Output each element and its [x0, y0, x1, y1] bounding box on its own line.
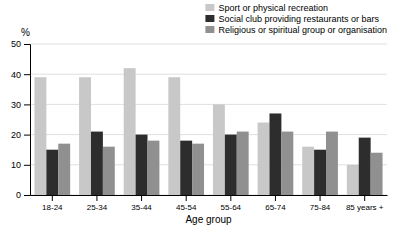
legend-item: Religious or spiritual group or organisa…: [205, 25, 387, 35]
bars: [34, 68, 382, 195]
y-tick: 10: [11, 160, 30, 170]
bar: [359, 138, 371, 195]
x-tick-label: 75-84: [310, 203, 331, 212]
y-axis: 0 10 20 30 40 50: [11, 39, 31, 200]
x-axis-title: Age group: [185, 214, 232, 225]
x-tick: 25-34: [87, 195, 108, 212]
bar: [148, 141, 160, 195]
legend-item: Sport or physical recreation: [205, 3, 328, 13]
y-tick-mark: [24, 44, 30, 45]
y-tick-mark: [24, 195, 30, 196]
bar-series: [58, 132, 382, 195]
x-tick-mark: [230, 195, 231, 201]
y-tick-label: 40: [11, 70, 21, 80]
bar: [269, 113, 281, 195]
x-tick: 85 years +: [346, 195, 384, 212]
x-tick-label: 85 years +: [346, 203, 384, 212]
x-tick-label: 55-64: [221, 203, 242, 212]
bar: [258, 123, 270, 195]
x-tick-mark: [96, 195, 97, 201]
x-tick: 18-24: [42, 195, 63, 212]
plot-area: 18-24 25-34 35-44 45-54 55-64 65-74 75-84 85 ye…: [11, 39, 388, 211]
x-tick-label: 35-44: [131, 203, 152, 212]
y-tick-label: 10: [11, 160, 21, 170]
bar: [192, 144, 204, 195]
bar: [124, 68, 136, 195]
x-tick-label: 45-54: [176, 203, 197, 212]
x-tick: 55-64: [221, 195, 242, 212]
y-axis-line: [24, 45, 31, 196]
legend-item: Social club providing restaurants or bar…: [205, 14, 379, 24]
bar: [46, 150, 58, 195]
legend-swatch: [205, 4, 214, 11]
x-tick-label: 18-24: [42, 203, 63, 212]
y-tick: 30: [11, 100, 30, 110]
x-tick: 45-54: [176, 195, 197, 212]
y-tick-label: 0: [16, 190, 21, 200]
chart-container: 18-24 25-34 35-44 45-54 55-64 65-74 75-84 85 ye…: [0, 0, 397, 227]
legend-swatch: [205, 26, 214, 33]
bar: [347, 165, 359, 195]
bar: [180, 141, 192, 195]
bar: [213, 104, 225, 195]
x-tick: 35-44: [131, 195, 152, 212]
x-tick-mark: [275, 195, 276, 201]
y-tick-label: 30: [11, 100, 21, 110]
y-tick: 50: [11, 39, 30, 49]
x-axis: 18-24 25-34 35-44 45-54 55-64 65-74 75-84 85 ye…: [31, 195, 388, 212]
y-axis-title: %: [21, 27, 30, 38]
x-tick-mark: [186, 195, 187, 201]
x-tick-mark: [52, 195, 53, 201]
bar: [79, 77, 91, 195]
bar: [58, 144, 70, 195]
x-tick-mark: [364, 195, 365, 201]
y-tick-mark: [24, 135, 30, 136]
legend-label: Social club providing restaurants or bar…: [218, 14, 379, 24]
bar: [103, 147, 115, 195]
x-tick-label: 25-34: [87, 203, 108, 212]
y-tick-mark: [24, 104, 30, 105]
y-tick: 40: [11, 70, 30, 80]
grid-line: [30, 44, 387, 45]
y-tick-mark: [24, 74, 30, 75]
legend-label: Religious or spiritual group or organisa…: [218, 25, 387, 35]
x-tick-mark: [320, 195, 321, 201]
grid: [30, 44, 387, 195]
x-axis-line: [31, 195, 388, 196]
bar: [314, 150, 326, 195]
bar: [281, 132, 293, 195]
y-tick-label: 50: [11, 39, 21, 49]
y-tick: 20: [11, 130, 30, 140]
x-tick-label: 65-74: [265, 203, 286, 212]
bar: [136, 135, 148, 195]
bar-series: [34, 68, 358, 195]
legend-swatch: [205, 15, 214, 22]
chart-svg: 18-24 25-34 35-44 45-54 55-64 65-74 75-84 85 ye…: [0, 0, 397, 227]
grid-line: [30, 74, 387, 75]
y-tick: 0: [16, 190, 30, 200]
bar: [371, 153, 383, 195]
bar: [302, 147, 314, 195]
x-tick-mark: [141, 195, 142, 201]
bar: [91, 132, 103, 195]
legend: Sport or physical recreationSocial club …: [205, 3, 387, 35]
bar: [326, 132, 338, 195]
x-tick: 75-84: [310, 195, 331, 212]
bar: [225, 135, 237, 195]
y-tick-label: 20: [11, 130, 21, 140]
y-tick-mark: [24, 165, 30, 166]
bar: [168, 77, 180, 195]
x-tick: 65-74: [265, 195, 286, 212]
bar: [34, 77, 46, 195]
bar-series: [46, 113, 370, 195]
legend-label: Sport or physical recreation: [218, 3, 328, 13]
bar: [237, 132, 249, 195]
